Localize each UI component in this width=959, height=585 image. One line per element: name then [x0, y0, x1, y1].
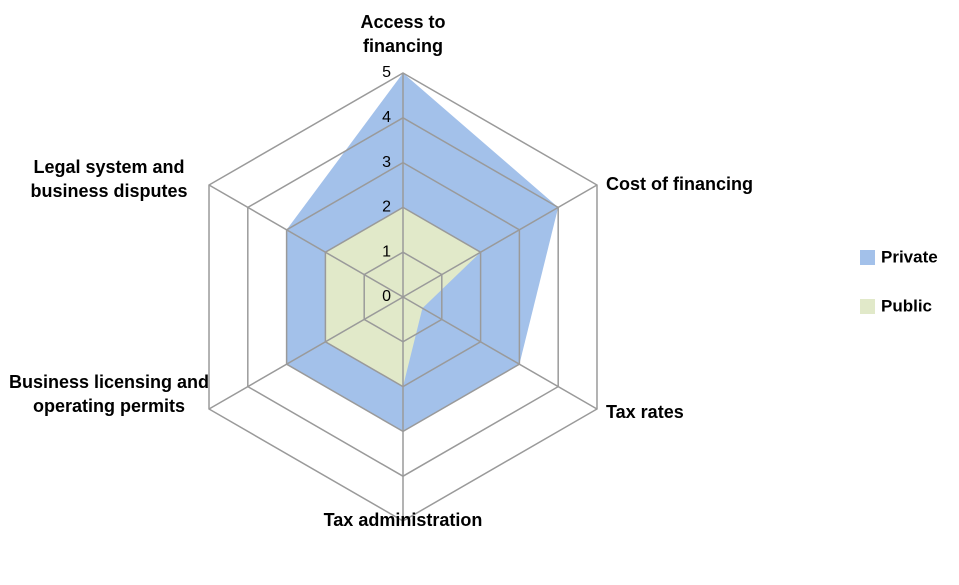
r-tick-label: 1: [382, 243, 391, 260]
category-label: Cost of financing: [606, 174, 753, 194]
spoke: [208, 184, 404, 298]
category-label: Tax administration: [323, 510, 483, 530]
legend-swatch: [860, 250, 875, 265]
spoke: [402, 296, 598, 410]
spoke: [402, 184, 598, 298]
r-tick-label: 3: [382, 154, 391, 171]
category-label: Access to financing: [360, 12, 446, 56]
spoke: [208, 296, 404, 410]
r-tick-label: 2: [382, 199, 391, 216]
legend-label: Public: [881, 296, 932, 315]
r-tick-label: 0: [382, 288, 391, 305]
legend-label: Private: [881, 247, 938, 266]
legend-swatch: [860, 299, 875, 314]
r-tick-label: 4: [382, 109, 391, 126]
category-label: Tax rates: [606, 402, 684, 422]
category-label: Legal system and business disputes: [30, 157, 188, 201]
category-label: Business licensing and operating permits: [8, 372, 210, 416]
r-tick-label: 5: [382, 64, 391, 81]
